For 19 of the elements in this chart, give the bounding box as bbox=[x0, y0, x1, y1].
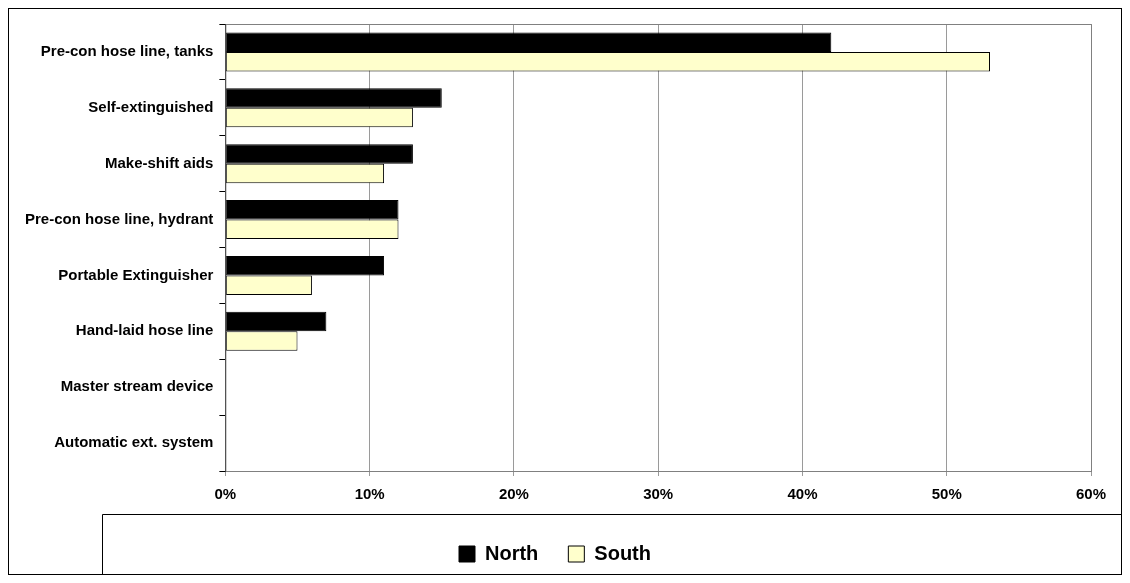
x-tick-label: 10% bbox=[354, 485, 385, 503]
y-tick-label: Master stream device bbox=[60, 377, 214, 395]
y-tick-label: Self-extinguished bbox=[88, 97, 214, 115]
legend-label: North bbox=[485, 541, 539, 564]
y-tick-label: Make-shift aids bbox=[105, 153, 214, 171]
x-tick-label: 30% bbox=[643, 485, 674, 503]
x-tick-label: 40% bbox=[787, 485, 818, 503]
y-tick-label: Automatic ext. system bbox=[54, 433, 214, 451]
y-tick-label: Pre-con hose line, hydrant bbox=[25, 209, 214, 227]
legend-label: South bbox=[594, 541, 651, 564]
bar bbox=[225, 255, 385, 276]
y-tick-label: Hand-laid hose line bbox=[75, 321, 214, 339]
x-tick-label: 0% bbox=[214, 485, 237, 503]
y-tick-label: Portable Extinguisher bbox=[58, 265, 214, 283]
bar bbox=[225, 311, 327, 332]
y-tick-label: Pre-con hose line, tanks bbox=[40, 42, 214, 60]
x-tick-label: 60% bbox=[1075, 485, 1107, 503]
x-tick-label: 50% bbox=[931, 485, 962, 503]
x-tick-label: 20% bbox=[498, 485, 529, 503]
